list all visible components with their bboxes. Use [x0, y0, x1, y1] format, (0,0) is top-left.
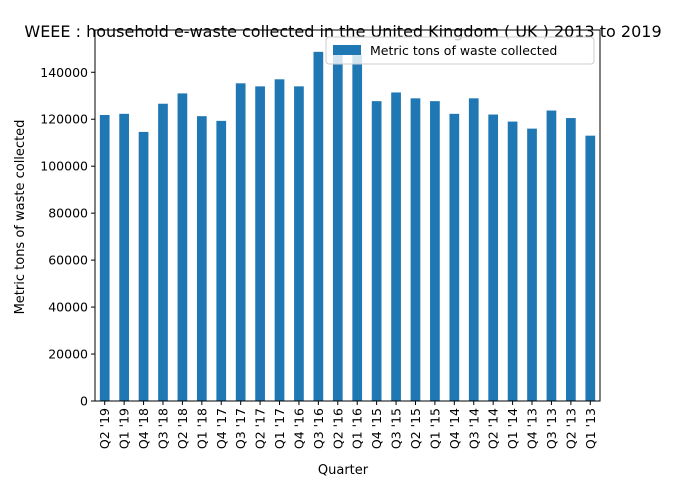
x-tick-label: Q1 '17 — [272, 408, 287, 449]
bar — [313, 51, 324, 401]
x-tick-label: Q3 '13 — [544, 408, 559, 449]
x-tick-label: Q1 '16 — [350, 408, 365, 449]
bar — [488, 114, 499, 401]
bar — [527, 128, 537, 402]
x-tick-label: Q4 '14 — [447, 408, 462, 449]
bar — [196, 116, 207, 401]
y-tick-label: 80000 — [48, 206, 88, 221]
y-tick-label: 60000 — [48, 253, 88, 268]
x-tick-label: Q4 '15 — [369, 408, 384, 449]
x-tick-label: Q1 '19 — [117, 408, 132, 449]
bar — [158, 103, 168, 401]
bar — [177, 93, 188, 401]
x-tick-label: Q2 '14 — [486, 408, 501, 449]
bar — [449, 113, 460, 402]
y-tick-label: 100000 — [40, 159, 88, 174]
x-tick-label: Q1 '15 — [427, 408, 442, 449]
x-tick-label: Q3 '18 — [155, 408, 170, 449]
x-tick-label: Q4 '16 — [291, 408, 306, 449]
axes-group: 0 20000 40000 60000 80000 100000 120000 140000 Q… — [40, 29, 601, 449]
bar — [119, 113, 129, 402]
bar — [371, 101, 382, 402]
y-tick-label: 120000 — [40, 112, 88, 127]
x-tick-label: Q1 '18 — [194, 408, 209, 449]
bar — [546, 110, 557, 402]
x-tick-label: Q3 '16 — [311, 408, 326, 449]
x-tick-label: Q2 '13 — [563, 408, 578, 449]
bars-group — [99, 51, 596, 402]
bar — [468, 98, 479, 402]
chart-title: WEEE : household e-waste collected in th… — [24, 22, 661, 41]
x-tick-label: Q3 '15 — [389, 408, 404, 449]
bar — [566, 118, 576, 401]
bar — [216, 120, 227, 401]
x-tick-label: Q3 '14 — [466, 408, 481, 449]
x-tick-label: Q2 '18 — [175, 408, 190, 449]
x-tick-label: Q4 '13 — [525, 408, 540, 449]
bar — [410, 98, 421, 402]
bar — [430, 101, 440, 402]
x-tick-label: Q3 '17 — [233, 408, 248, 449]
bar — [391, 92, 401, 401]
x-tick-label: Q2 '15 — [408, 408, 423, 449]
legend-swatch — [333, 45, 361, 55]
x-tick-label: Q4 '17 — [214, 408, 229, 449]
bar — [255, 86, 265, 401]
legend-box — [325, 36, 595, 65]
bar — [138, 131, 149, 401]
y-axis-label: Metric tons of waste collected — [13, 120, 28, 315]
bar — [332, 52, 343, 402]
legend: Metric tons of waste collected — [325, 36, 595, 65]
bar — [274, 79, 285, 402]
y-tick-label: 0 — [80, 394, 88, 409]
x-tick-label: Q2 '16 — [330, 408, 345, 449]
bar — [507, 121, 518, 401]
x-tick-label: Q1 '14 — [505, 408, 520, 449]
x-tick-label: Q1 '13 — [583, 408, 598, 449]
y-tick-label: 140000 — [40, 65, 88, 80]
bar — [294, 86, 304, 401]
x-tick-label: Q4 '18 — [136, 408, 151, 449]
bar — [585, 135, 596, 401]
x-tick-label: Q2 '19 — [97, 408, 112, 449]
bar — [99, 115, 110, 401]
plot-frame — [94, 29, 601, 402]
x-axis-label: Quarter — [318, 463, 369, 478]
bar — [352, 55, 363, 401]
y-tick-label: 20000 — [48, 347, 88, 362]
y-tick-label: 40000 — [48, 300, 88, 315]
legend-label: Metric tons of waste collected — [370, 43, 557, 58]
bar — [235, 83, 246, 402]
x-tick-label: Q2 '17 — [253, 408, 268, 449]
